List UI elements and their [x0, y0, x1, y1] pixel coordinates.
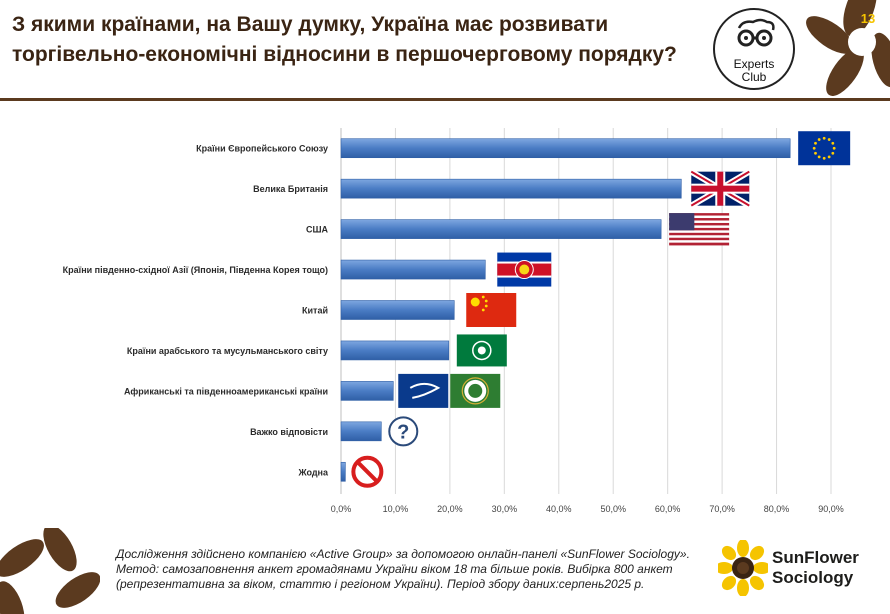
prohibited-icon: [351, 455, 384, 488]
page-title: З якими країнами, на Вашу думку, Україна…: [12, 13, 677, 66]
survey-methodology-note: Дослідження здійснено компанією «Active …: [116, 547, 690, 591]
china-flag-icon: [466, 293, 517, 327]
bar-chart: Країни Європейського Союзу Велика Британі…: [63, 128, 851, 514]
bar: [340, 300, 455, 320]
category-label: Країни Європейського Союзу: [196, 144, 328, 154]
brand-line2: Sociology: [772, 568, 854, 587]
category-label: Країни південно-східної Азії (Японія, Пі…: [63, 265, 328, 275]
x-tick-label: 50,0%: [600, 504, 626, 514]
sunflower-brand: SunFlower Sociology: [772, 548, 882, 588]
asean-flag-icon: [497, 252, 552, 287]
x-tick-label: 60,0%: [655, 504, 681, 514]
bar: [340, 178, 682, 199]
glasses-face-icon: [737, 18, 775, 47]
bar: [340, 259, 486, 280]
sunflower-logo-icon: [718, 540, 768, 596]
category-label: Китай: [302, 306, 328, 316]
x-tick-label: 30,0%: [492, 504, 518, 514]
bar: [340, 381, 394, 401]
sunflower-corner-decoration: [806, 0, 890, 96]
svg-text:?: ?: [397, 421, 409, 443]
bar: [340, 219, 662, 239]
category-label: Африканські та південноамериканські краї…: [124, 386, 328, 396]
sunflower-corner-decoration-bottom: [0, 528, 100, 614]
x-tick-label: 90,0%: [818, 504, 844, 514]
bar: [340, 340, 450, 361]
african-union-flag-icon: [450, 373, 501, 408]
category-label: Важко відповісти: [250, 427, 328, 437]
experts-club-logo: Experts Club: [713, 8, 795, 90]
arab-league-flag-icon: [456, 334, 507, 367]
bar: [340, 461, 346, 482]
category-label: Жодна: [297, 467, 329, 477]
experts-logo-line1: Experts: [733, 57, 775, 71]
x-tick-label: 80,0%: [764, 504, 790, 514]
eu-flag-icon: [798, 131, 851, 166]
uk-flag-icon: [689, 169, 751, 209]
unasur-flag-icon: [398, 373, 449, 408]
x-tick-label: 20,0%: [437, 504, 463, 514]
x-tick-label: 10,0%: [383, 504, 409, 514]
bar: [340, 421, 382, 442]
x-tick-label: 40,0%: [546, 504, 572, 514]
experts-logo-line2: Club: [741, 70, 767, 84]
category-label: США: [306, 225, 329, 235]
bar: [340, 138, 791, 159]
question-mark-icon: ?: [388, 416, 419, 447]
brand-line1: SunFlower: [772, 548, 859, 567]
usa-flag-icon: [669, 213, 730, 246]
category-label: Велика Британія: [253, 184, 328, 194]
x-tick-label: 0,0%: [331, 504, 352, 514]
page-number: 13: [860, 11, 876, 26]
x-tick-label: 70,0%: [709, 504, 735, 514]
header-divider: [0, 98, 890, 101]
category-label: Країни арабського та мусульманського сві…: [127, 346, 328, 356]
